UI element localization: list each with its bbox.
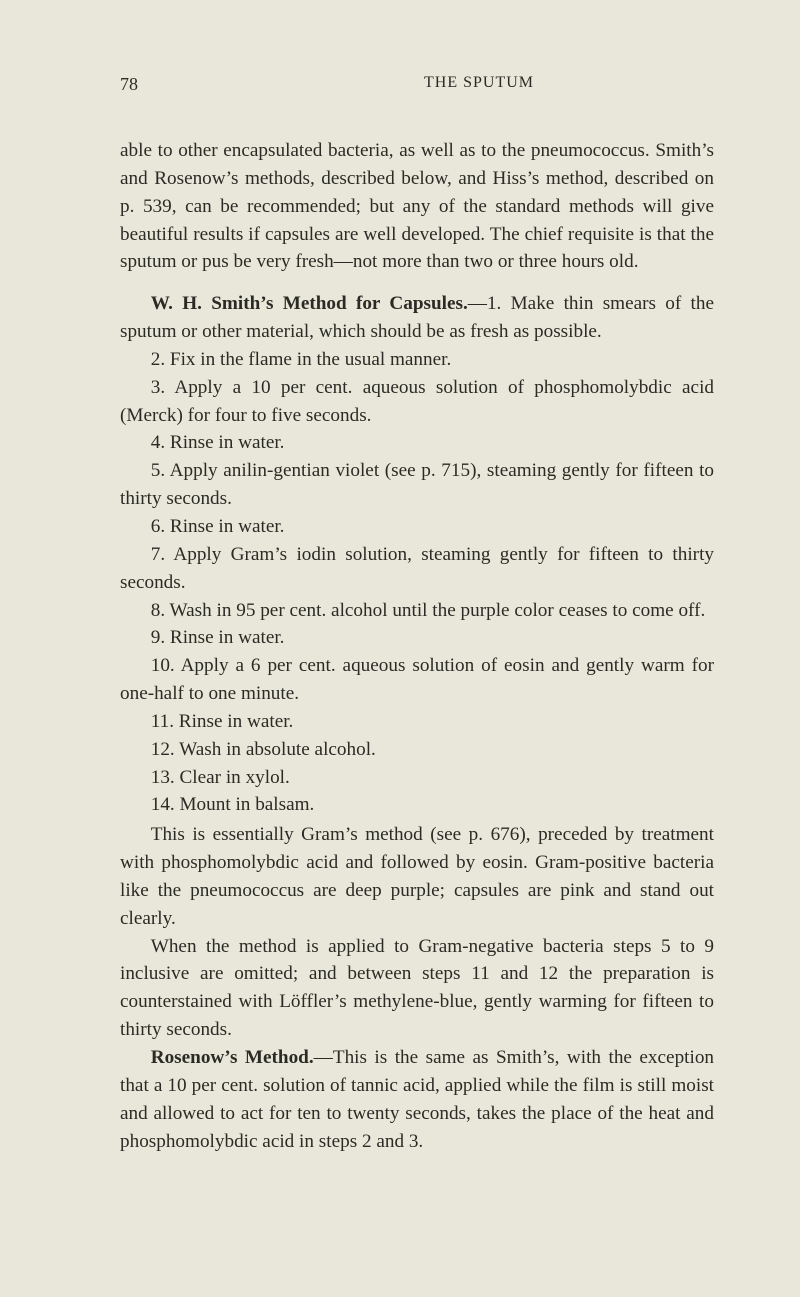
smith-method-lead: W. H. Smith’s Method for Capsules.—1. Ma… <box>120 290 714 346</box>
intro-paragraph: able to other encapsulated bacteria, as … <box>120 137 714 276</box>
closing-paragraph-2: When the method is applied to Gram-negat… <box>120 933 714 1044</box>
list-item: 8. Wash in 95 per cent. alcohol until th… <box>120 597 714 625</box>
list-item: 3. Apply a 10 per cent. aqueous solution… <box>120 374 714 430</box>
closing-paragraph-1: This is essentially Gram’s method (see p… <box>120 821 714 932</box>
list-item: 10. Apply a 6 per cent. aqueous solution… <box>120 652 714 708</box>
page: 78 THE SPUTUM able to other encapsulated… <box>0 0 800 1297</box>
smith-method-heading: W. H. Smith’s Method for Capsules. <box>151 293 468 314</box>
rosenow-method-heading: Rosenow’s Method. <box>151 1047 314 1068</box>
list-item: 11. Rinse in water. <box>120 708 714 736</box>
page-number: 78 <box>120 74 138 95</box>
list-item: 13. Clear in xylol. <box>120 764 714 792</box>
list-item: 9. Rinse in water. <box>120 624 714 652</box>
list-item: 12. Wash in absolute alcohol. <box>120 736 714 764</box>
page-body: able to other encapsulated bacteria, as … <box>120 137 714 1155</box>
page-header: 78 THE SPUTUM <box>120 74 714 95</box>
list-item: 4. Rinse in water. <box>120 429 714 457</box>
list-item: 6. Rinse in water. <box>120 513 714 541</box>
list-item: 14. Mount in balsam. <box>120 791 714 819</box>
rosenow-method-paragraph: Rosenow’s Method.—This is the same as Sm… <box>120 1044 714 1155</box>
list-item: 2. Fix in the flame in the usual manner. <box>120 346 714 374</box>
list-item: 5. Apply anilin-gentian violet (see p. 7… <box>120 457 714 513</box>
list-item: 7. Apply Gram’s iodin solution, steaming… <box>120 541 714 597</box>
running-title: THE SPUTUM <box>424 74 534 95</box>
